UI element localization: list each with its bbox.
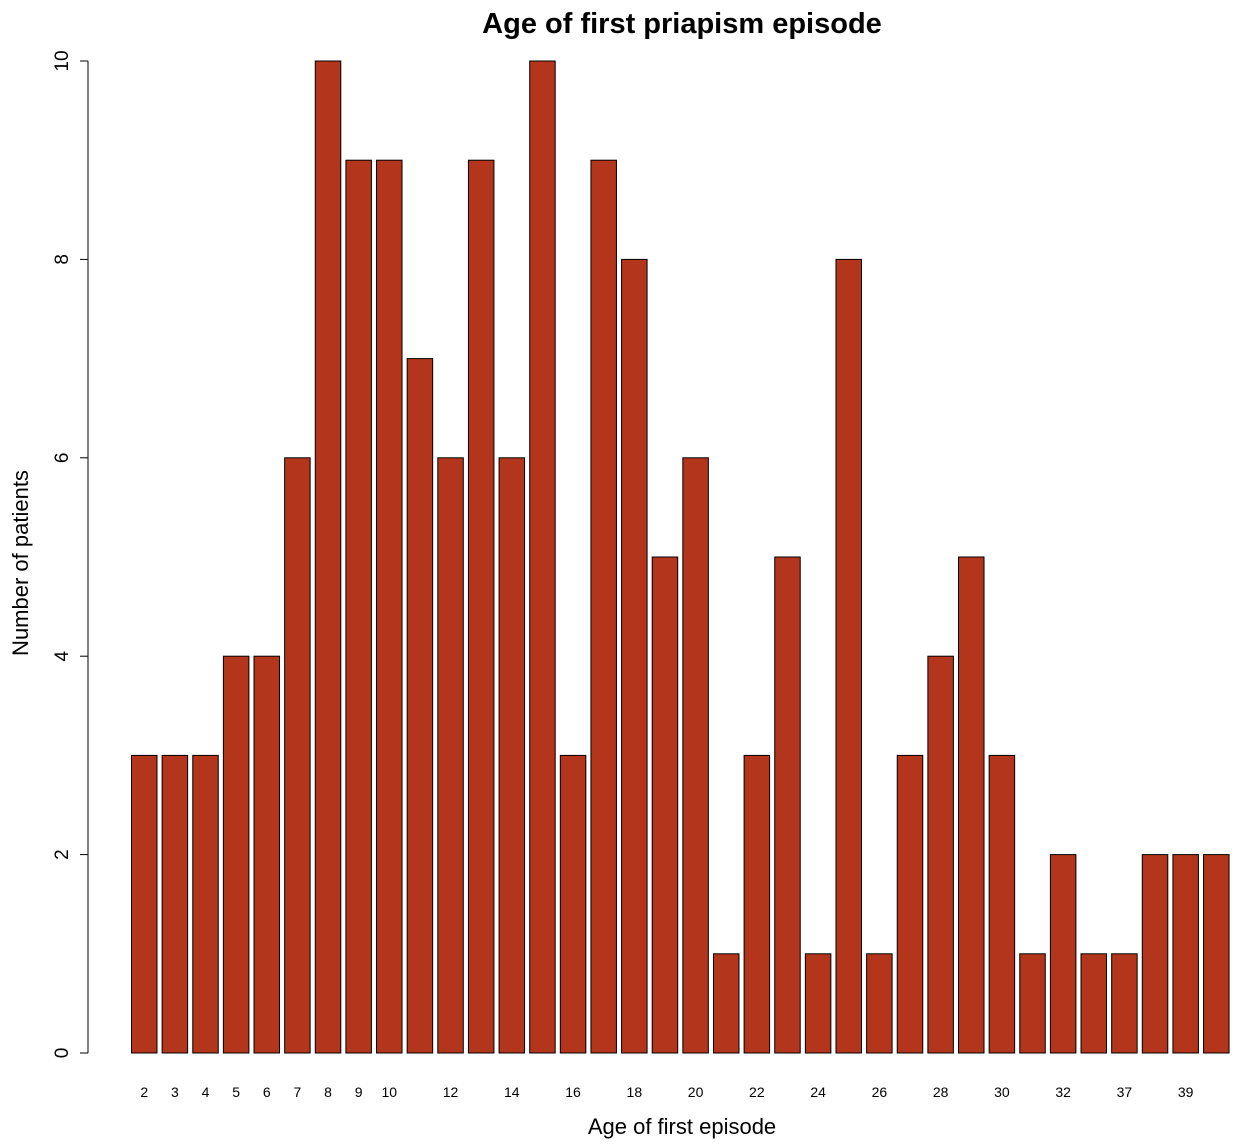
y-tick-label: 4	[52, 650, 73, 661]
bar-age-2	[131, 754, 158, 1054]
x-tick-label: 18	[627, 1084, 643, 1100]
x-tick-label: 39	[1178, 1084, 1194, 1100]
bar-age-29	[958, 556, 985, 1054]
bar-age-6	[253, 655, 281, 1054]
x-tick-label: 14	[504, 1084, 520, 1100]
bar-age-13	[467, 159, 495, 1054]
bar-age-18	[621, 258, 648, 1054]
x-tick-label: 8	[324, 1084, 332, 1100]
x-tick-label: 16	[565, 1084, 581, 1100]
bar-age-4	[192, 754, 219, 1054]
bar-age-9	[345, 159, 372, 1054]
bar-age-10	[376, 159, 403, 1054]
bar-age-40	[1203, 854, 1230, 1054]
y-tick-label: 2	[52, 849, 73, 860]
bars-group	[131, 60, 1230, 1054]
x-tick-label: 9	[355, 1084, 363, 1100]
y-tick-label: 6	[52, 453, 73, 464]
x-tick-label: 6	[263, 1084, 271, 1100]
bar-age-38	[1141, 854, 1169, 1054]
x-axis-label: Age of first episode	[588, 1114, 776, 1139]
bar-age-23	[774, 556, 801, 1054]
bar-age-3	[161, 754, 189, 1054]
bar-age-21	[712, 953, 740, 1054]
x-tick-label: 4	[202, 1084, 210, 1100]
x-tick-label: 10	[382, 1084, 398, 1100]
bar-age-15	[529, 60, 556, 1054]
x-tick-label: 20	[688, 1084, 704, 1100]
bar-age-19	[651, 556, 679, 1054]
y-tick-label: 0	[52, 1048, 73, 1059]
x-tick-label: 3	[171, 1084, 179, 1100]
bar-age-5	[222, 655, 250, 1054]
x-tick-label: 7	[294, 1084, 302, 1100]
bar-age-24	[804, 953, 832, 1054]
bar-age-30	[988, 754, 1016, 1054]
x-tick-label: 12	[443, 1084, 459, 1100]
x-tick-label: 32	[1055, 1084, 1071, 1100]
bar-age-22	[743, 754, 771, 1054]
bar-age-7	[284, 457, 311, 1054]
bar-age-16	[559, 754, 587, 1054]
bar-age-8	[314, 60, 342, 1054]
x-tick-label: 22	[749, 1084, 765, 1100]
bar-age-33	[1080, 953, 1108, 1054]
bar-age-12	[437, 457, 464, 1054]
x-tick-label: 28	[933, 1084, 949, 1100]
bar-age-26	[866, 953, 893, 1054]
x-tick-label: 26	[872, 1084, 888, 1100]
x-tick-label: 37	[1117, 1084, 1133, 1100]
bar-age-11	[406, 358, 434, 1054]
y-axis-label: Number of patients	[8, 470, 33, 656]
bar-age-20	[682, 457, 709, 1054]
bar-age-32	[1049, 854, 1077, 1054]
bar-age-25	[835, 258, 862, 1054]
chart-title: Age of first priapism episode	[482, 8, 882, 40]
x-tick-label: 5	[232, 1084, 240, 1100]
x-tick-label: 2	[140, 1084, 148, 1100]
y-tick-label: 8	[52, 254, 73, 265]
bar-age-27	[896, 754, 924, 1054]
x-tick-labels: 2 3 4 5 6 7 8 9 10 12 14 16 18 20 22 24 26 28 30 32 37 39	[140, 1084, 1193, 1100]
bar-age-31	[1019, 953, 1046, 1054]
x-tick-label: 30	[994, 1084, 1010, 1100]
bar-age-39	[1172, 854, 1199, 1054]
bar-age-37	[1111, 953, 1138, 1054]
bar-age-28	[927, 655, 954, 1054]
y-axis: 0 2 4 6 8 10	[52, 50, 89, 1059]
y-tick-label: 10	[52, 50, 73, 71]
x-tick-label: 24	[810, 1084, 826, 1100]
bar-age-14	[498, 457, 526, 1054]
bar-age-17	[590, 159, 617, 1054]
